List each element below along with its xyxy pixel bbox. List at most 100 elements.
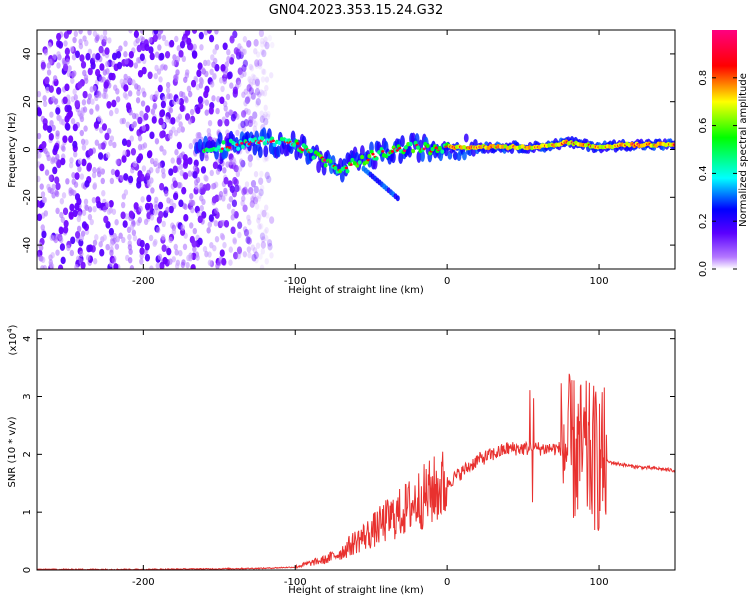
spectrogram-noise-blob	[135, 57, 141, 64]
spectrogram-noise-blob	[46, 69, 52, 76]
spectrogram-noise-blob	[172, 165, 178, 174]
spectrogram-noise-blob	[207, 259, 213, 266]
spectrogram-noise-blob	[129, 135, 134, 142]
spectrogram-noise-blob	[250, 73, 256, 80]
spectrogram-noise-blob	[178, 249, 183, 257]
spectrogram-ridge-peak	[322, 158, 327, 162]
spectrogram-noise-blob	[247, 218, 252, 226]
spectrogram-ridge-peak	[422, 147, 426, 151]
spectrogram-noise-blob	[223, 187, 228, 195]
spectrogram-noise-blob	[56, 160, 62, 169]
spectrogram-noise-blob	[212, 161, 219, 170]
spectrogram-noise-blob	[82, 69, 87, 77]
spectrogram-ridge-halo	[197, 138, 203, 151]
spectrogram-noise-blob	[200, 166, 207, 174]
spectrogram-noise-blob	[112, 141, 117, 149]
spectrogram-noise-blob	[95, 34, 100, 42]
spectrogram-noise-blob	[81, 221, 88, 229]
spectrogram-ridge-halo	[400, 135, 405, 148]
snr-y-label: SNR (10 * v/v)	[7, 416, 18, 487]
spectrogram-noise-blob	[67, 65, 72, 72]
spectrogram-noise-blob	[37, 213, 43, 222]
spectrogram-noise-blob	[55, 130, 60, 137]
spectrogram-noise-blob	[166, 247, 172, 256]
spectrogram-noise-blob	[148, 234, 154, 242]
spectrogram-noise-blob	[82, 90, 88, 99]
spectrogram-noise-blob	[83, 125, 88, 132]
spectrogram-ridge-halo	[462, 151, 467, 161]
spectrogram-noise-blob	[149, 131, 155, 140]
spectrogram-noise-blob	[241, 195, 246, 202]
spectrogram-ridge-halo	[407, 145, 413, 158]
spectrogram-noise-blob	[264, 76, 270, 83]
spectrogram-noise-blob	[257, 192, 262, 199]
x-tick-label: 0	[444, 577, 450, 588]
spectrogram-noise-blob	[254, 88, 261, 96]
spectrogram-noise-blob	[94, 234, 99, 241]
spectrogram-noise-blob	[262, 90, 268, 97]
spectrogram-ridge-peak	[395, 149, 399, 152]
spectrogram-noise-blob	[69, 157, 74, 164]
spectrogram-noise-blob	[128, 50, 134, 59]
spectrogram-noise-blob	[192, 164, 198, 172]
snr-panel: -200 -100 0 100 0 1 2 3 4 Height of straight li…	[6, 324, 676, 596]
spectrogram-noise-blob	[254, 62, 260, 69]
spectrogram-noise-blob	[187, 157, 193, 165]
spectrogram-noise-blob	[79, 234, 84, 242]
spectrogram-ridge-core	[367, 153, 372, 159]
spectrogram-noise-blob	[170, 117, 176, 125]
spectrogram-noise-blob	[153, 30, 159, 35]
spectrogram-noise-blob	[246, 108, 251, 116]
spectrogram-ridge-halo	[463, 133, 469, 143]
spectrogram-noise-blob	[76, 225, 82, 233]
spectrogram-noise-blob	[178, 152, 184, 160]
spectrogram-noise-blob	[223, 220, 230, 228]
spectrogram-noise-blob	[186, 37, 192, 46]
spectrogram-noise-blob	[228, 246, 233, 253]
spectrogram-noise-blob	[74, 202, 80, 211]
spectrogram-noise-blob	[204, 154, 209, 162]
spectrogram-noise-blob	[49, 111, 54, 118]
spectrogram-noise-blob	[262, 156, 267, 163]
spectrogram-noise-blob	[164, 50, 171, 59]
spectrogram-noise-blob	[203, 90, 209, 99]
spectrogram-x-axis: -200 -100 0 100	[132, 30, 609, 287]
spectrogram-noise-blob	[176, 157, 182, 165]
spectrogram-noise-blob	[255, 51, 261, 58]
spectrogram-noise-blob	[164, 39, 169, 47]
spectrogram-noise-blob	[106, 100, 112, 109]
spectrogram-noise-blob	[154, 51, 160, 58]
spectrogram-noise-blob	[127, 90, 133, 97]
spectrogram-noise-blob	[152, 102, 158, 110]
spectrogram-noise-blob	[131, 112, 137, 120]
spectrogram-ridge-peak	[298, 147, 302, 150]
snr-frame	[36, 329, 676, 571]
spectrogram-noise-blob	[219, 219, 225, 227]
spectrogram-noise-blob	[214, 63, 220, 72]
spectrogram-noise-blob	[253, 48, 258, 55]
spectrogram-noise-blob	[219, 232, 225, 240]
spectrogram-noise-blob	[199, 195, 204, 202]
spectrogram-noise-blob	[136, 89, 141, 97]
spectrogram-noise-blob	[79, 54, 85, 62]
spectrogram-noise-blob	[90, 98, 95, 105]
spectrogram-noise-blob	[244, 181, 250, 188]
spectrogram-noise-blob	[47, 42, 52, 49]
spectrogram-noise-blob	[180, 126, 185, 133]
spectrogram-noise-blob	[259, 209, 265, 216]
spectrogram-noise-blob	[133, 62, 139, 69]
spectrogram-noise-blob	[132, 121, 137, 128]
spectrogram-noise-blob	[127, 175, 134, 184]
spectrogram-noise-blob	[87, 93, 92, 100]
spectrogram-noise-blob	[62, 207, 69, 216]
spectrogram-ridge-peak	[381, 150, 385, 153]
spectrogram-noise-blob	[240, 159, 246, 168]
spectrogram-noise-blob	[181, 91, 186, 99]
spectrogram-noise-blob	[270, 41, 275, 49]
spectrogram-noise-blob	[235, 170, 241, 178]
spectrogram-ridge-halo	[252, 143, 258, 156]
spectrogram-noise-blob	[250, 197, 255, 204]
spectrogram-noise-blob	[249, 200, 255, 208]
spectrogram-noise-blob	[208, 214, 214, 222]
